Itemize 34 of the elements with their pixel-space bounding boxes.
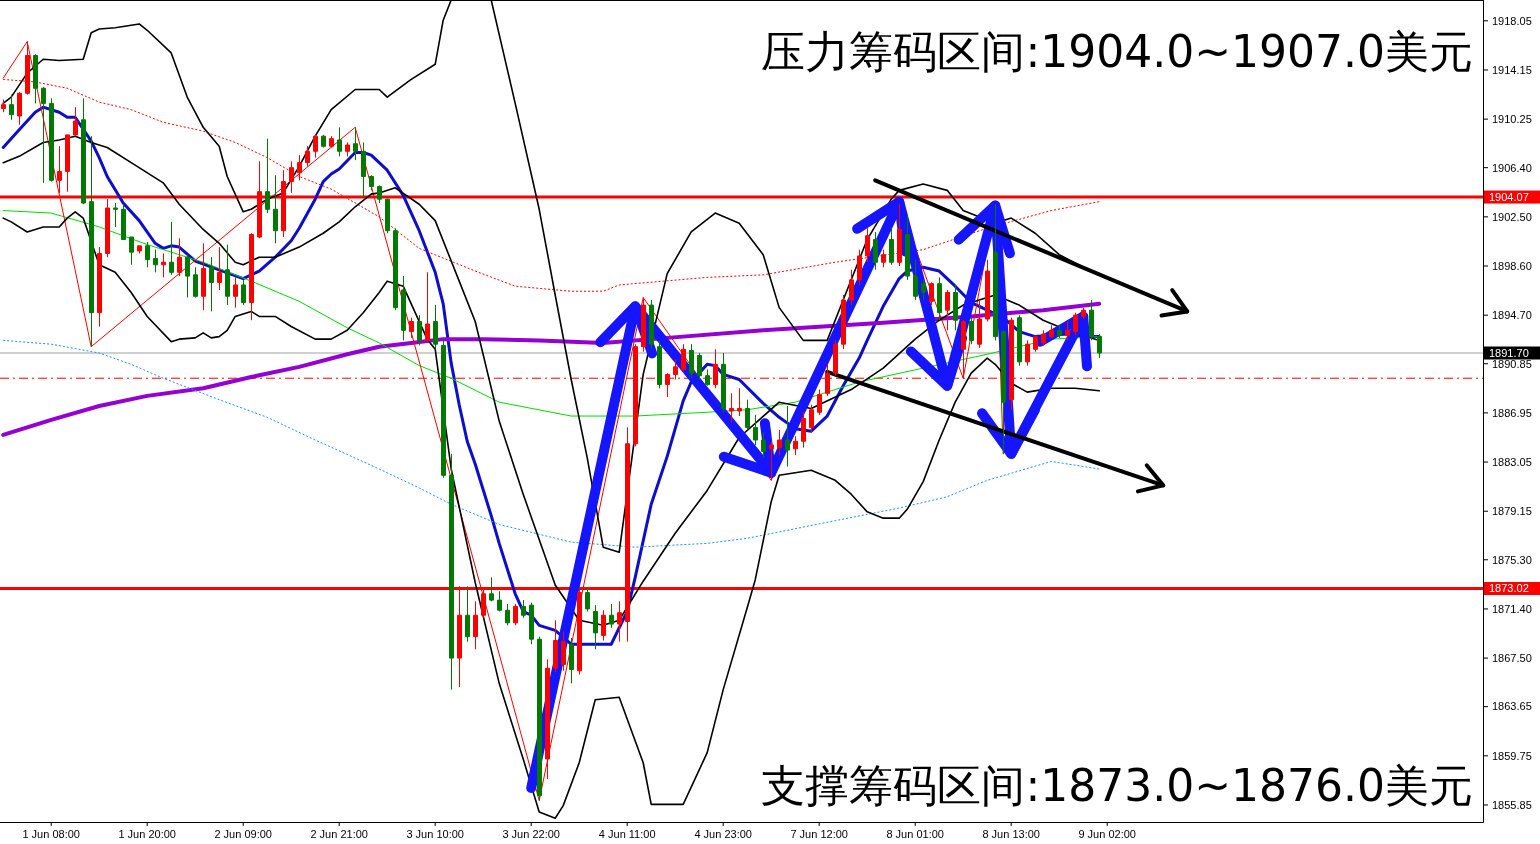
x-tick-label: 8 Jun 13:00	[982, 828, 1040, 840]
y-tick-label: 1879.15	[1492, 505, 1532, 518]
x-tick-label: 1 Jun 08:00	[22, 828, 80, 840]
x-tick-label: 1 Jun 20:00	[118, 828, 176, 840]
y-tick-label: 1859.75	[1492, 749, 1532, 762]
x-tick-label: 4 Jun 23:00	[694, 828, 752, 840]
x-tick-label: 7 Jun 12:00	[790, 828, 848, 840]
annotation: 压力筹码区间:1904.0~1907.0美元	[761, 26, 1473, 77]
y-tick-label: 1855.85	[1492, 798, 1532, 811]
y-tick-label: 1898.60	[1492, 259, 1532, 272]
x-tick-label: 2 Jun 21:00	[310, 828, 368, 840]
y-tick-label: 1918.05	[1492, 14, 1532, 27]
y-tick-label: 1902.50	[1492, 210, 1532, 223]
x-tick-label: 3 Jun 22:00	[502, 828, 560, 840]
y-tick-label: 1875.30	[1492, 553, 1532, 566]
x-tick-label: 8 Jun 01:00	[886, 828, 944, 840]
annotation: 支撑筹码区间:1873.0~1876.0美元	[761, 760, 1473, 811]
x-tick-label: 4 Jun 11:00	[598, 828, 656, 840]
x-tick-label: 3 Jun 10:00	[406, 828, 464, 840]
y-tick-label: 1910.25	[1492, 112, 1532, 125]
y-tick-label: 1886.95	[1492, 406, 1532, 419]
y-tick-label: 1894.70	[1492, 309, 1532, 322]
y-tick-label: 1871.40	[1492, 602, 1532, 615]
x-tick-label: 9 Jun 02:00	[1078, 828, 1136, 840]
y-tick-label: 1890.85	[1492, 357, 1532, 370]
y-tick-label: 1867.50	[1492, 651, 1532, 664]
y-tick-label: 1863.65	[1492, 700, 1532, 713]
y-tick-label: 1883.05	[1492, 455, 1532, 468]
x-tick-label: 2 Jun 09:00	[214, 828, 272, 840]
ref-line-label: 1904.07	[1489, 190, 1529, 203]
y-tick-label: 1906.40	[1492, 161, 1532, 174]
ref-line-label: 1891.70	[1489, 346, 1529, 359]
y-tick-label: 1914.15	[1492, 63, 1532, 76]
ref-line-label: 1873.02	[1489, 582, 1529, 595]
